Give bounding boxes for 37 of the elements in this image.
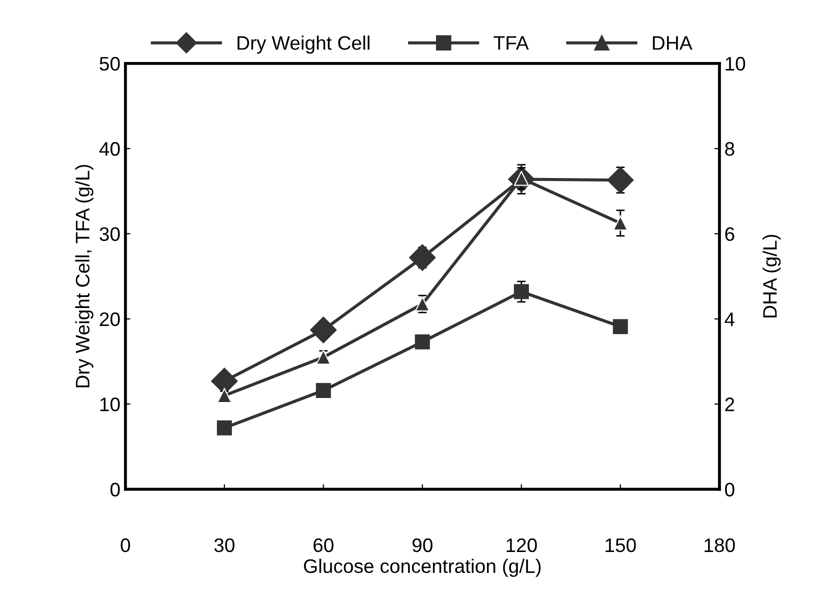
y2-axis-title: DHA (g/L) (762, 234, 781, 318)
point (514, 284, 529, 300)
point (414, 334, 430, 350)
y-tick-label: 30 (100, 227, 120, 241)
y2-tick-label: 6 (725, 227, 734, 241)
point (316, 382, 331, 398)
y-tick-label: 0 (110, 482, 120, 496)
legend-label: DHA (652, 36, 692, 50)
point (310, 316, 337, 344)
y-tick-label: 10 (100, 398, 120, 412)
point (216, 420, 232, 436)
point (607, 166, 634, 194)
point (612, 319, 628, 334)
x-tick-label: 30 (214, 538, 234, 552)
legend-label: Dry Weight Cell (238, 36, 370, 54)
x-tick-label: 150 (606, 538, 636, 552)
x-tick-label: 120 (506, 538, 537, 552)
y2-tick-label: 4 (724, 312, 735, 326)
y2-tick-label: 2 (725, 398, 734, 412)
y-tick-label: 50 (100, 56, 120, 71)
x-axis-title: Glucose concentration (g/L) (304, 558, 541, 577)
x-tick-label: 180 (704, 538, 735, 552)
y2-tick-label: 0 (725, 482, 734, 496)
y2-tick-label: 8 (725, 142, 734, 156)
y-tick-label: 40 (99, 142, 120, 156)
x-tick-label: 60 (314, 538, 334, 552)
y-axis-title: Dry Weight Cell, TFA (g/L) (75, 164, 94, 388)
y2-tick-label: 10 (726, 56, 746, 71)
point (216, 388, 232, 404)
y-tick-label: 20 (100, 312, 120, 326)
x-tick-label: 0 (120, 538, 130, 552)
point (612, 216, 628, 231)
point (414, 296, 430, 312)
point (316, 350, 331, 365)
x-tick-label: 90 (412, 538, 432, 552)
point (409, 244, 436, 271)
legend-label: TFA (494, 36, 529, 50)
